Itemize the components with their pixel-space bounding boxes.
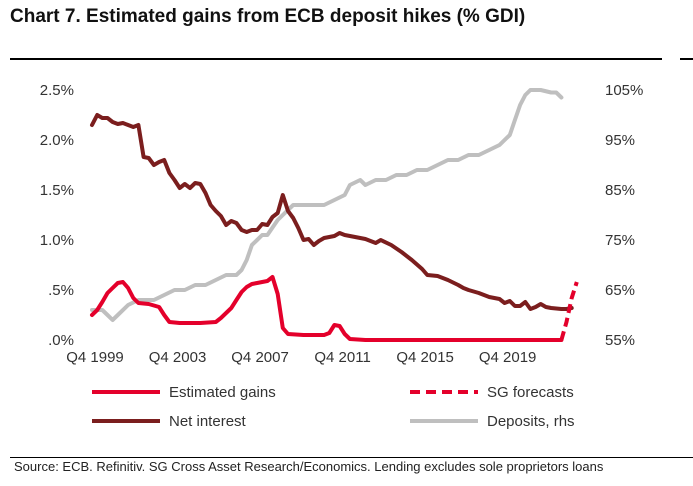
series-line-deposits-rhs [90, 88, 564, 322]
legend-label-deposits-rhs: Deposits, rhs [487, 413, 575, 430]
x-tick-label: Q4 2007 [231, 349, 289, 366]
right-tick-label: 75% [605, 232, 635, 249]
left-tick-label: 2.0% [40, 132, 74, 149]
chart-title: Chart 7. Estimated gains from ECB deposi… [10, 6, 526, 27]
x-tick-label: Q4 2011 [314, 349, 370, 366]
right-tick-label: 85% [605, 182, 635, 199]
series-layer [90, 88, 579, 342]
x-tick-label: Q4 2003 [149, 349, 207, 366]
left-tick-label: 1.5% [40, 182, 74, 199]
right-tick-label: 105% [605, 82, 643, 99]
source-note: Source: ECB. Refinitiv. SG Cross Asset R… [14, 459, 604, 474]
x-tick-label: Q4 2015 [396, 349, 454, 366]
x-axis-ticks: Q4 1999 Q4 2003 Q4 2007 Q4 2011 Q4 2015 Q4 20… [66, 349, 536, 366]
title-rule-stub [680, 58, 693, 60]
series-line-estimated-gains [90, 275, 564, 342]
series-line-net-interest [90, 113, 574, 311]
legend: Estimated gains SG forecasts Net interest D… [92, 384, 575, 430]
right-tick-label: 95% [605, 132, 635, 149]
source-rule [10, 457, 693, 458]
left-axis-ticks: .0% .5% 1.0% 1.5% 2.0% 2.5% [40, 82, 74, 349]
legend-label-net-interest: Net interest [169, 413, 247, 430]
left-tick-label: 1.0% [40, 232, 74, 249]
chart-plot: .0% .5% 1.0% 1.5% 2.0% 2.5% 55% 65% 75% 85% 95% 10… [40, 82, 644, 430]
legend-label-sg-forecasts: SG forecasts [487, 384, 574, 401]
left-tick-label: 2.5% [40, 82, 74, 99]
left-tick-label: .5% [48, 282, 74, 299]
right-tick-label: 55% [605, 332, 635, 349]
title-rule [10, 58, 662, 60]
legend-label-estimated-gains: Estimated gains [169, 384, 276, 401]
x-tick-label: Q4 1999 [66, 349, 124, 366]
series-line-sg-forecasts [559, 281, 579, 341]
right-tick-label: 65% [605, 282, 635, 299]
left-tick-label: .0% [48, 332, 74, 349]
right-axis-ticks: 55% 65% 75% 85% 95% 105% [605, 82, 643, 349]
x-tick-label: Q4 2019 [479, 349, 537, 366]
